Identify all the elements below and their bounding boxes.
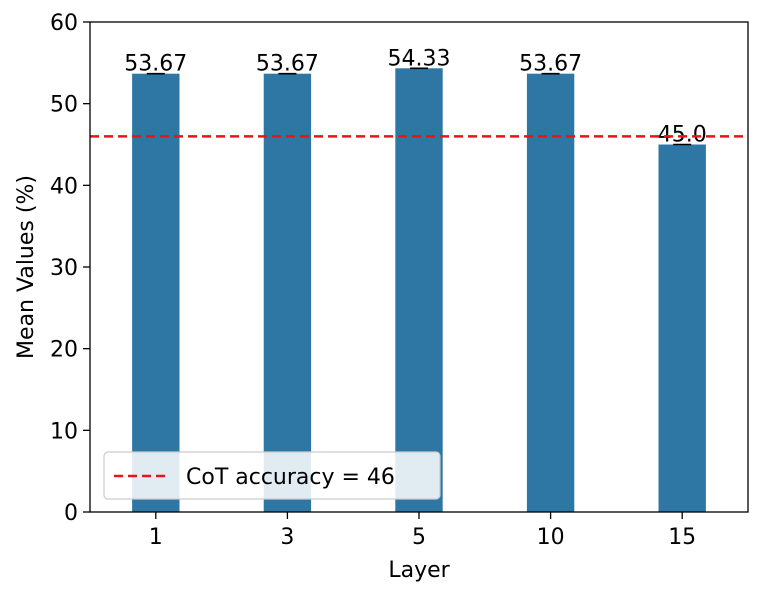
y-tick-label: 50 bbox=[50, 93, 78, 118]
y-tick-label: 40 bbox=[50, 174, 78, 199]
x-tick-label: 10 bbox=[537, 525, 565, 550]
bar bbox=[526, 73, 575, 512]
legend-box bbox=[103, 451, 441, 500]
plot-frame bbox=[89, 21, 749, 513]
y-tick-label: 60 bbox=[50, 11, 78, 36]
x-axis-label: Layer bbox=[388, 558, 450, 583]
x-axis: 1 3 5 10 15 bbox=[149, 512, 696, 550]
data-label: 53.67 bbox=[519, 52, 582, 77]
x-tick-label: 3 bbox=[280, 525, 294, 550]
y-tick-label: 20 bbox=[50, 338, 78, 363]
bars: 53.67 53.67 54.33 53.67 45.0 bbox=[124, 46, 707, 513]
y-axis: 0 10 20 30 40 50 60 bbox=[50, 11, 90, 526]
data-label: 53.67 bbox=[256, 52, 319, 77]
data-label: 45.0 bbox=[658, 123, 707, 148]
y-tick-label: 0 bbox=[64, 501, 78, 526]
bar bbox=[263, 73, 312, 512]
legend: CoT accuracy = 46 bbox=[103, 451, 441, 500]
data-label: 53.67 bbox=[124, 52, 187, 77]
y-axis-label: Mean Values (%) bbox=[14, 175, 39, 359]
bar bbox=[132, 73, 180, 512]
x-tick-label: 1 bbox=[149, 525, 163, 550]
x-tick-label: 5 bbox=[412, 525, 426, 550]
y-tick-label: 10 bbox=[50, 419, 78, 444]
data-label: 54.33 bbox=[388, 46, 451, 71]
x-tick-label: 15 bbox=[668, 525, 696, 550]
bar bbox=[395, 68, 443, 513]
bar bbox=[658, 144, 706, 512]
legend-entry: CoT accuracy = 46 bbox=[186, 465, 395, 490]
y-tick-label: 30 bbox=[50, 256, 78, 281]
